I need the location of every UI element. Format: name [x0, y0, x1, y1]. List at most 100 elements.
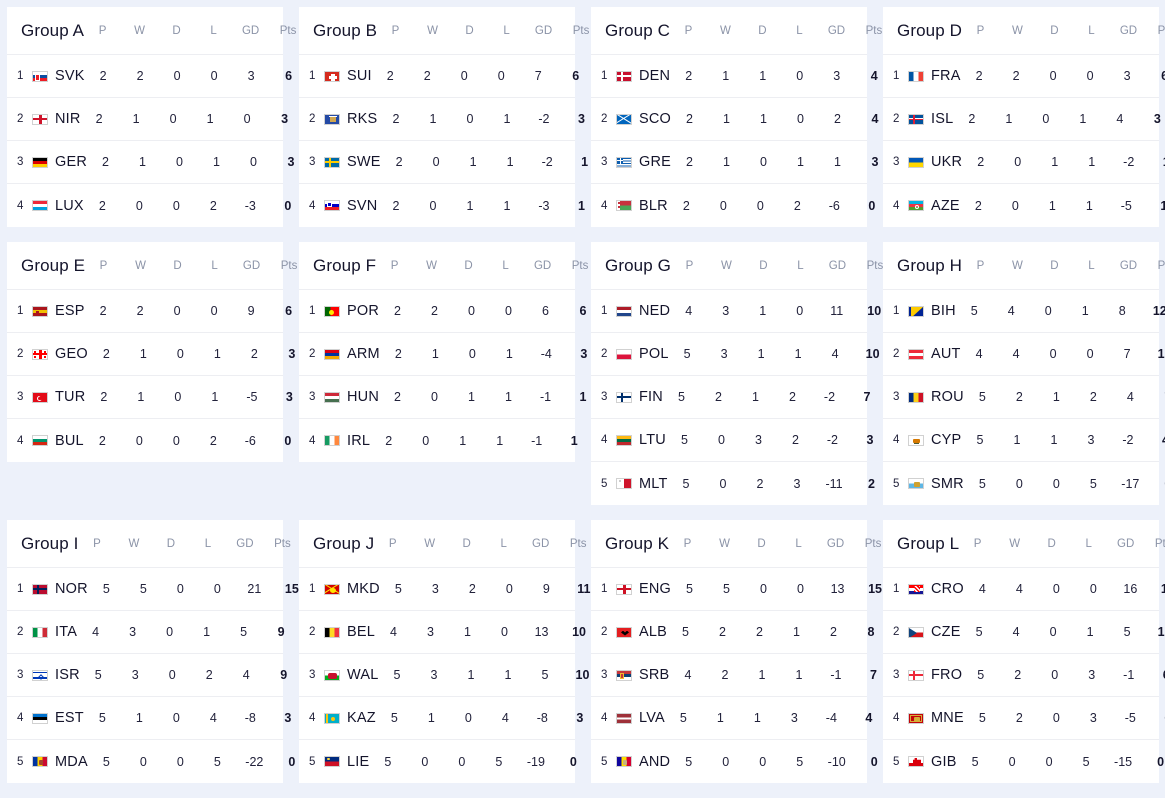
- table-row[interactable]: 4 KAZ 5 1 0 4 -8 3: [299, 697, 583, 740]
- column-header-pts[interactable]: Pts: [864, 537, 882, 550]
- column-header-w[interactable]: W: [1009, 537, 1021, 550]
- column-header-w[interactable]: W: [719, 537, 730, 550]
- column-header-p[interactable]: P: [973, 537, 982, 550]
- column-header-p[interactable]: P: [388, 537, 397, 550]
- team-code[interactable]: FRA: [931, 68, 961, 84]
- column-header-pts[interactable]: Pts: [572, 24, 590, 37]
- column-header-d[interactable]: D: [172, 24, 181, 37]
- table-row[interactable]: 4 SVN 2 0 1 1 -3 1: [299, 184, 585, 227]
- table-row[interactable]: 2 ALB 5 2 2 1 2 8: [591, 611, 874, 654]
- column-header-d[interactable]: D: [173, 259, 182, 272]
- team-code[interactable]: GIB: [931, 753, 957, 770]
- column-header-w[interactable]: W: [720, 259, 732, 272]
- table-row[interactable]: 1 FRA 2 2 0 0 3 6: [883, 55, 1165, 98]
- column-header-pts[interactable]: Pts: [1157, 259, 1165, 272]
- column-header-gd[interactable]: GD: [827, 24, 846, 37]
- team-code[interactable]: ENG: [639, 581, 672, 597]
- column-header-p[interactable]: P: [390, 259, 399, 272]
- team-code[interactable]: BEL: [347, 624, 376, 640]
- table-row[interactable]: 4 CYP 5 1 1 3 -2 4: [883, 419, 1165, 462]
- column-header-l[interactable]: L: [210, 24, 217, 37]
- team-code[interactable]: UKR: [931, 154, 963, 170]
- team-code[interactable]: NIR: [55, 111, 81, 127]
- team-code[interactable]: MKD: [347, 581, 380, 597]
- table-row[interactable]: 5 MDA 5 0 0 5 -22 0: [7, 740, 295, 783]
- column-header-l[interactable]: L: [500, 537, 507, 550]
- table-row[interactable]: 2 RKS 2 1 0 1 -2 3: [299, 98, 585, 141]
- table-row[interactable]: 5 AND 5 0 0 5 -10 0: [591, 740, 878, 783]
- table-row[interactable]: 2 BEL 4 3 1 0 13 10: [299, 611, 586, 654]
- column-header-w[interactable]: W: [1012, 24, 1023, 37]
- column-header-gd[interactable]: GD: [1119, 24, 1138, 37]
- team-code[interactable]: SUI: [347, 68, 372, 84]
- table-row[interactable]: 3 TUR 2 1 0 1 -5 3: [7, 376, 293, 419]
- column-header-pts[interactable]: Pts: [280, 259, 298, 272]
- column-header-p[interactable]: P: [683, 537, 692, 550]
- team-code[interactable]: SRB: [639, 667, 670, 683]
- column-header-p[interactable]: P: [976, 24, 985, 37]
- team-code[interactable]: BUL: [55, 432, 84, 449]
- table-row[interactable]: 2 GEO 2 1 0 1 2 3: [7, 333, 295, 376]
- table-row[interactable]: 2 AUT 4 4 0 0 7 12: [883, 333, 1165, 376]
- team-code[interactable]: MLT: [639, 475, 668, 492]
- column-header-d[interactable]: D: [465, 24, 474, 37]
- table-row[interactable]: 4 LVA 5 1 1 3 -4 4: [591, 697, 872, 740]
- column-header-pts[interactable]: Pts: [274, 537, 291, 550]
- table-row[interactable]: 2 ARM 2 1 0 1 -4 3: [299, 333, 587, 376]
- team-code[interactable]: ISR: [55, 667, 80, 683]
- team-code[interactable]: AUT: [931, 346, 961, 362]
- column-header-gd[interactable]: GD: [1117, 537, 1135, 550]
- table-row[interactable]: 2 CZE 5 4 0 1 5 12: [883, 611, 1165, 654]
- column-header-l[interactable]: L: [797, 259, 804, 272]
- team-code[interactable]: ITA: [55, 624, 78, 640]
- table-row[interactable]: 3 FIN 5 2 1 2 -2 7: [591, 376, 870, 419]
- table-row[interactable]: 1 BIH 5 4 0 1 8 12: [883, 290, 1165, 333]
- column-header-p[interactable]: P: [976, 259, 985, 272]
- column-header-l[interactable]: L: [796, 24, 803, 37]
- team-code[interactable]: IRL: [347, 432, 371, 449]
- team-code[interactable]: CRO: [931, 581, 964, 597]
- table-row[interactable]: 3 FRO 5 2 0 3 -1 6: [883, 654, 1165, 697]
- team-code[interactable]: FIN: [639, 389, 663, 405]
- column-header-w[interactable]: W: [1012, 259, 1023, 272]
- table-row[interactable]: 3 SWE 2 0 1 1 -2 1: [299, 141, 588, 184]
- table-row[interactable]: 4 MNE 5 2 0 3 -5 6: [883, 697, 1165, 740]
- team-code[interactable]: LIE: [347, 753, 370, 770]
- team-code[interactable]: SCO: [639, 111, 672, 127]
- column-header-gd[interactable]: GD: [1119, 259, 1138, 272]
- team-code[interactable]: CYP: [931, 432, 962, 448]
- table-row[interactable]: 1 SVK 2 2 0 0 3 6: [7, 55, 292, 98]
- column-header-p[interactable]: P: [685, 259, 694, 272]
- table-row[interactable]: 4 AZE 2 0 1 1 -5 1: [883, 184, 1165, 227]
- table-row[interactable]: 1 ENG 5 5 0 0 13 15: [591, 568, 882, 611]
- table-row[interactable]: 4 LTU 5 0 3 2 -2 3: [591, 419, 873, 462]
- team-code[interactable]: ISL: [931, 111, 954, 127]
- team-code[interactable]: TUR: [55, 389, 86, 405]
- table-row[interactable]: 5 GIB 5 0 0 5 -15 0: [883, 740, 1164, 783]
- team-code[interactable]: SVN: [347, 197, 378, 214]
- column-header-gd[interactable]: GD: [241, 24, 260, 37]
- team-code[interactable]: SVK: [55, 68, 85, 84]
- column-header-gd[interactable]: GD: [242, 259, 261, 272]
- team-code[interactable]: GER: [55, 154, 88, 170]
- column-header-d[interactable]: D: [462, 537, 471, 550]
- table-row[interactable]: 2 ISL 2 1 0 1 4 3: [883, 98, 1161, 141]
- column-header-d[interactable]: D: [1050, 259, 1059, 272]
- team-code[interactable]: POR: [347, 303, 380, 319]
- table-row[interactable]: 1 SUI 2 2 0 0 7 6: [299, 55, 579, 98]
- column-header-l[interactable]: L: [795, 537, 802, 550]
- table-row[interactable]: 5 LIE 5 0 0 5 -19 0: [299, 740, 577, 783]
- column-header-d[interactable]: D: [759, 259, 768, 272]
- column-header-p[interactable]: P: [99, 259, 108, 272]
- table-row[interactable]: 4 EST 5 1 0 4 -8 3: [7, 697, 291, 740]
- team-code[interactable]: NED: [639, 303, 671, 319]
- column-header-l[interactable]: L: [211, 259, 218, 272]
- column-header-gd[interactable]: GD: [532, 537, 550, 550]
- column-header-gd[interactable]: GD: [236, 537, 254, 550]
- table-row[interactable]: 1 CRO 4 4 0 0 16 12: [883, 568, 1165, 611]
- table-row[interactable]: 3 UKR 2 0 1 1 -2 1: [883, 141, 1165, 184]
- column-header-l[interactable]: L: [1088, 259, 1095, 272]
- column-header-l[interactable]: L: [503, 24, 510, 37]
- table-row[interactable]: 4 IRL 2 0 1 1 -1 1: [299, 419, 578, 462]
- table-row[interactable]: 2 POL 5 3 1 1 4 10: [591, 333, 880, 376]
